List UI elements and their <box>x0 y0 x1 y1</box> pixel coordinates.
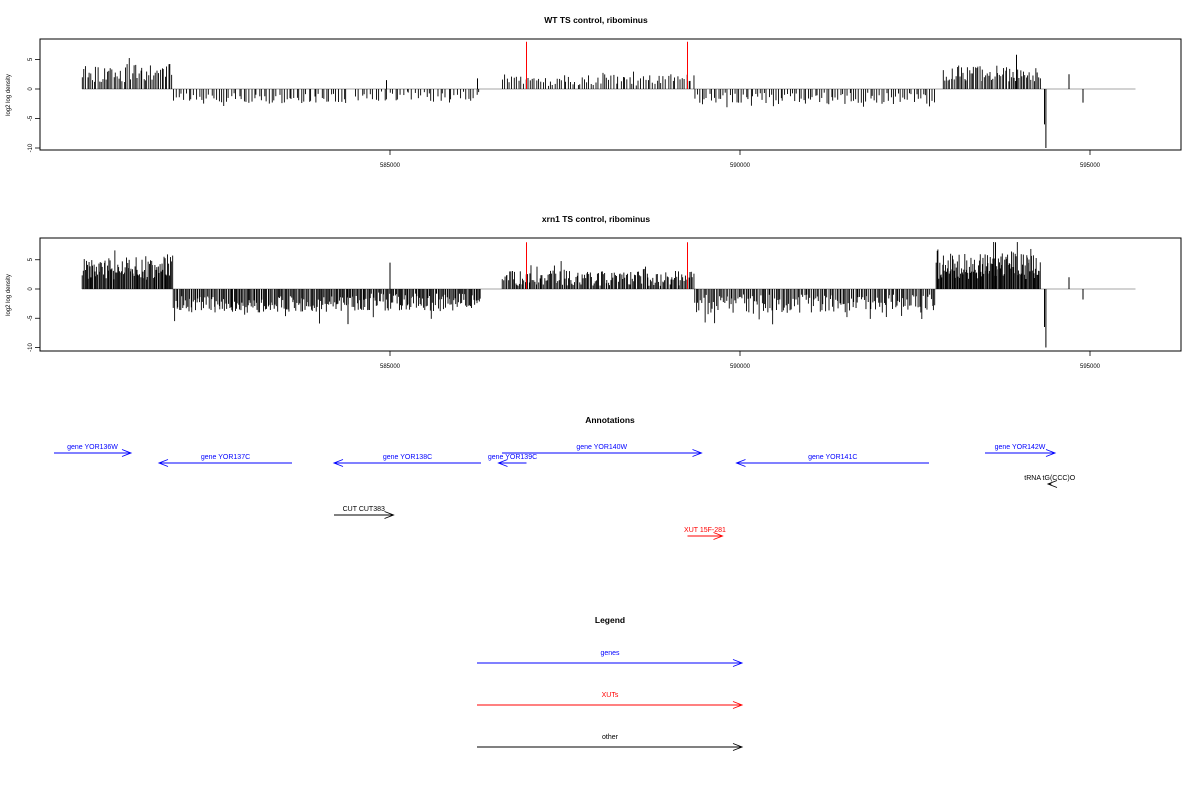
arrowhead-icon <box>735 459 746 467</box>
arrowhead-icon <box>713 532 724 540</box>
feature-label: gene YOR136W <box>67 444 118 451</box>
annotations-title: Annotations <box>585 415 635 425</box>
arrowhead-icon <box>157 459 169 467</box>
feature-label: CUT CUT383 <box>343 506 385 513</box>
legend-item: genes <box>477 650 744 667</box>
coverage-bars <box>81 54 1136 148</box>
x-tick-label: 585000 <box>380 163 401 169</box>
feature-label: gene YOR138C <box>383 454 432 461</box>
x-tick-label: 585000 <box>380 364 401 370</box>
arrowhead-icon <box>692 449 703 457</box>
annotation-feature: gene YOR140W <box>502 444 703 457</box>
y-tick-label: -10 <box>28 143 34 152</box>
feature-label: gene YOR137C <box>201 454 250 461</box>
x-tick-label: 590000 <box>730 364 751 370</box>
annotation-feature: XUT 15F-281 <box>684 527 726 540</box>
y-tick-label: 0 <box>28 287 34 291</box>
y-tick-label: 0 <box>28 87 34 91</box>
arrowhead-icon <box>332 459 344 467</box>
legend-label: XUTs <box>602 692 619 699</box>
plot-frame <box>39 237 1182 352</box>
feature-label: gene YOR140W <box>576 444 627 451</box>
x-tick-label: 590000 <box>730 163 751 169</box>
arrowhead-icon <box>732 659 744 667</box>
arrowhead-icon <box>497 459 508 467</box>
y-axis: -10 -5 0 5 <box>28 257 40 352</box>
annotation-feature: tRNA tG(CCC)O <box>1024 475 1076 488</box>
arrowhead-icon <box>732 701 744 709</box>
arrowhead-icon <box>121 449 133 457</box>
x-tick-label: 595000 <box>1080 163 1101 169</box>
arrowhead-icon <box>732 743 744 751</box>
y-tick-label: 5 <box>28 257 34 261</box>
arrowhead-icon <box>1046 480 1058 488</box>
legend-label: other <box>602 734 619 741</box>
y-tick-label: -5 <box>28 315 34 321</box>
legend-items: genes XUTs other <box>477 650 744 751</box>
annotation-feature: gene YOR137C <box>157 454 292 467</box>
legend: Legend genes XUTs other <box>477 615 744 751</box>
y-tick-label: -10 <box>28 343 34 352</box>
xrn1-coverage-panel: xrn1 TS control, ribominus log2 log dens… <box>6 214 1182 370</box>
feature-label: XUT 15F-281 <box>684 527 726 534</box>
y-axis-label: log2 log density <box>6 74 12 116</box>
plot-frame <box>39 38 1182 151</box>
panel-title: WT TS control, ribominus <box>544 15 648 25</box>
feature-label: tRNA tG(CCC)O <box>1024 475 1076 482</box>
annotation-feature: gene YOR141C <box>735 454 929 467</box>
legend-label: genes <box>600 650 620 657</box>
annotation-feature: CUT CUT383 <box>334 506 395 519</box>
y-tick-label: 5 <box>28 57 34 61</box>
panel-title: xrn1 TS control, ribominus <box>542 214 650 224</box>
boundary-markers <box>526 41 688 89</box>
y-axis-label: log2 log density <box>6 274 12 316</box>
legend-item: XUTs <box>477 692 744 709</box>
x-tick-label: 595000 <box>1080 364 1101 370</box>
annotation-feature: gene YOR139C <box>488 454 537 467</box>
legend-item: other <box>477 734 744 751</box>
feature-label: gene YOR142W <box>995 444 1046 451</box>
y-tick-label: -5 <box>28 115 34 121</box>
annotation-feature: gene YOR136W <box>54 444 133 457</box>
wt-coverage-panel: WT TS control, ribominus log2 log densit… <box>6 15 1182 169</box>
boundary-markers <box>526 242 688 289</box>
arrowhead-icon <box>1045 449 1057 457</box>
arrowhead-icon <box>384 511 395 519</box>
coverage-bars <box>81 241 1136 348</box>
x-axis: 585000 590000 595000 <box>380 351 1101 370</box>
feature-label: gene YOR141C <box>808 454 857 461</box>
annotation-feature: gene YOR142W <box>985 444 1057 457</box>
y-axis: -10 -5 0 5 <box>28 57 40 152</box>
annotation-feature: gene YOR138C <box>332 454 481 467</box>
legend-title: Legend <box>595 615 625 625</box>
annotation-features: gene YOR136W gene YOR137C gene YOR138C gene… <box>54 444 1076 540</box>
feature-label: gene YOR139C <box>488 454 537 461</box>
x-axis: 585000 590000 595000 <box>380 150 1101 169</box>
